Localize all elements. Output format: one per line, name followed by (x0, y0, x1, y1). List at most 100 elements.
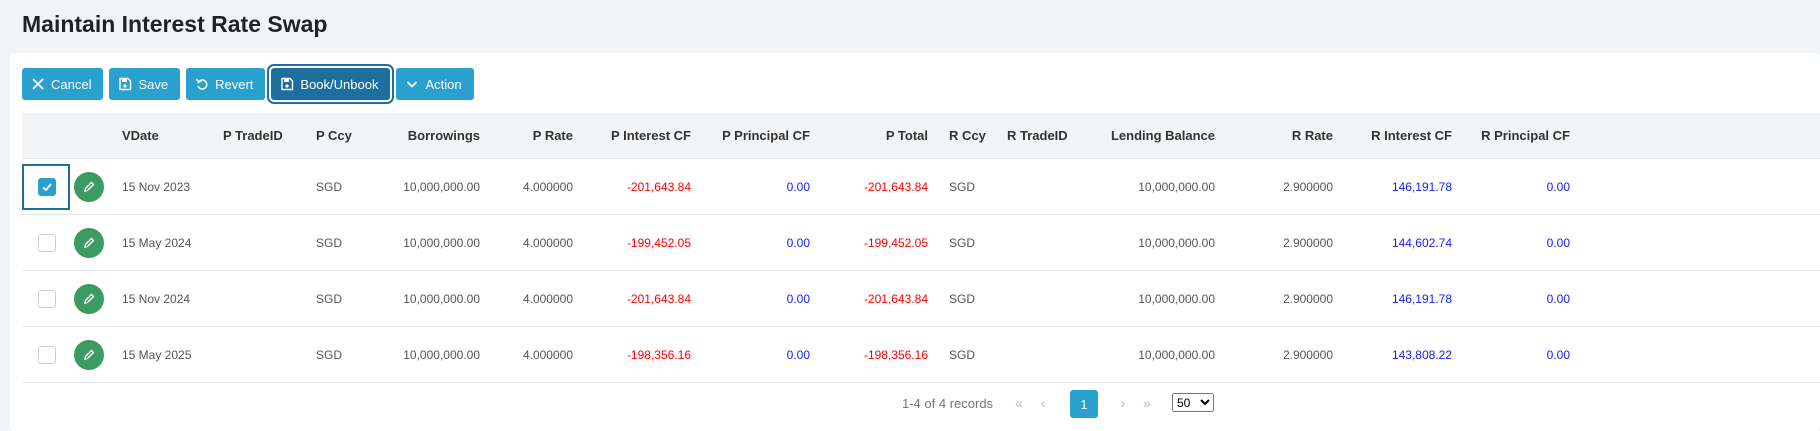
col-r-tradeid[interactable]: R TradeID (1007, 128, 1068, 143)
prev-page-button[interactable]: ‹ (1040, 395, 1046, 411)
cell-p-total: -201,643.84 (863, 291, 928, 306)
col-p-rate[interactable]: P Rate (532, 128, 573, 143)
next-page-button[interactable]: › (1120, 395, 1126, 411)
cell-r-principal: 0.00 (1546, 347, 1570, 362)
col-p-ccy[interactable]: P Ccy (316, 128, 352, 143)
row-checkbox-wrap (24, 334, 68, 376)
first-page-button[interactable]: « (1015, 395, 1023, 411)
cell-lending: 10,000,000.00 (1138, 179, 1215, 194)
cell-r-principal: 0.00 (1546, 179, 1570, 194)
book-unbook-label: Book/Unbook (300, 76, 379, 92)
cell-p-principal: 0.00 (786, 291, 810, 306)
row-checkbox-wrap (24, 222, 68, 264)
cell-lending: 10,000,000.00 (1138, 347, 1215, 362)
cell-p-interest: -201,643.84 (626, 179, 691, 194)
pencil-icon (84, 181, 95, 192)
col-r-principal[interactable]: R Principal CF (1481, 128, 1570, 143)
cell-p-ccy: SGD (316, 291, 343, 306)
row-checkbox[interactable] (38, 178, 56, 196)
table-row[interactable]: 15 May 2025 SGD 10,000,000.00 4.000000 -198,… (22, 327, 1820, 383)
swap-card: Cancel Save Revert Book/Unbook Action VD… (10, 53, 1820, 431)
cell-p-interest: -198,356.16 (626, 347, 691, 362)
cell-r-interest: 146,191.78 (1391, 179, 1452, 194)
page-size-select[interactable]: 50 (1172, 393, 1214, 412)
row-checkbox-wrap (24, 278, 68, 320)
save-button[interactable]: Save (109, 68, 181, 100)
col-r-ccy[interactable]: R Ccy (949, 128, 986, 143)
cell-p-total: -198,356.16 (863, 347, 928, 362)
row-checkbox[interactable] (38, 346, 56, 364)
cell-p-rate: 4.000000 (522, 179, 573, 194)
col-r-interest[interactable]: R Interest CF (1371, 128, 1452, 143)
col-p-tradeid[interactable]: P TradeID (223, 128, 283, 143)
row-checkbox[interactable] (38, 234, 56, 252)
cell-lending: 10,000,000.00 (1138, 291, 1215, 306)
col-borrowings[interactable]: Borrowings (407, 128, 480, 143)
edit-cell (74, 271, 104, 326)
col-r-rate[interactable]: R Rate (1291, 128, 1333, 143)
close-icon (32, 78, 44, 90)
row-checkbox-wrap (22, 164, 70, 210)
cell-borrowings: 10,000,000.00 (403, 179, 480, 194)
cell-r-interest: 143,808.22 (1391, 347, 1452, 362)
cell-p-interest: -199,452.05 (626, 235, 691, 250)
action-label: Action (425, 76, 462, 92)
cell-r-rate: 2.900000 (1282, 235, 1333, 250)
cell-borrowings: 10,000,000.00 (403, 291, 480, 306)
cell-p-ccy: SGD (316, 235, 343, 250)
col-p-principal[interactable]: P Principal CF (722, 128, 810, 143)
table-row[interactable]: 15 May 2024 SGD 10,000,000.00 4.000000 -199,… (22, 215, 1820, 271)
pagination: 1-4 of 4 records « ‹ 1 › » 50 (10, 387, 1808, 418)
cell-r-ccy: SGD (949, 235, 976, 250)
grid-header: VDate P TradeID P Ccy Borrowings P Rate … (22, 113, 1820, 159)
row-checkbox[interactable] (38, 290, 56, 308)
swap-grid: VDate P TradeID P Ccy Borrowings P Rate … (22, 113, 1820, 383)
cell-p-rate: 4.000000 (522, 347, 573, 362)
action-button[interactable]: Action (396, 68, 474, 100)
cell-vdate: 15 May 2025 (122, 347, 192, 362)
pencil-icon (84, 349, 95, 360)
table-row[interactable]: 15 Nov 2023 SGD 10,000,000.00 4.000000 -201,… (22, 159, 1820, 215)
cell-vdate: 15 May 2024 (122, 235, 192, 250)
cell-vdate: 15 Nov 2024 (122, 291, 191, 306)
cell-p-total: -201,643.84 (863, 179, 928, 194)
pencil-icon (84, 237, 95, 248)
col-lending-balance[interactable]: Lending Balance (1110, 128, 1215, 143)
edit-row-button[interactable] (74, 283, 104, 314)
cell-r-principal: 0.00 (1546, 235, 1570, 250)
edit-row-button[interactable] (74, 171, 104, 202)
save-label: Save (138, 76, 169, 92)
cell-r-interest: 144,602.74 (1391, 235, 1452, 250)
book-unbook-button[interactable]: Book/Unbook (267, 64, 395, 104)
revert-icon (195, 78, 208, 90)
check-icon (42, 183, 52, 192)
cell-r-ccy: SGD (949, 347, 976, 362)
last-page-button[interactable]: » (1143, 395, 1151, 411)
pencil-icon (84, 293, 95, 304)
book-icon (281, 77, 294, 91)
edit-row-button[interactable] (74, 339, 104, 370)
cell-p-ccy: SGD (316, 347, 343, 362)
cancel-button[interactable]: Cancel (22, 68, 104, 100)
cell-r-rate: 2.900000 (1282, 347, 1333, 362)
edit-row-button[interactable] (74, 227, 104, 258)
cell-p-interest: -201,643.84 (626, 291, 691, 306)
record-count: 1-4 of 4 records (902, 396, 994, 411)
table-row[interactable]: 15 Nov 2024 SGD 10,000,000.00 4.000000 -201,… (22, 271, 1820, 327)
cell-lending: 10,000,000.00 (1138, 235, 1215, 250)
cell-vdate: 15 Nov 2023 (122, 179, 191, 194)
revert-button[interactable]: Revert (186, 68, 266, 100)
edit-cell (74, 159, 104, 214)
cell-r-rate: 2.900000 (1282, 291, 1333, 306)
cell-p-rate: 4.000000 (522, 291, 573, 306)
col-p-interest[interactable]: P Interest CF (611, 128, 691, 143)
cell-p-principal: 0.00 (786, 235, 810, 250)
cell-p-principal: 0.00 (786, 347, 810, 362)
col-p-total[interactable]: P Total (885, 128, 928, 143)
cell-p-total: -199,452.05 (863, 235, 928, 250)
col-vdate[interactable]: VDate (122, 128, 159, 143)
cell-p-ccy: SGD (316, 179, 343, 194)
page-1-button[interactable]: 1 (1070, 390, 1098, 418)
cell-r-ccy: SGD (949, 291, 976, 306)
cell-borrowings: 10,000,000.00 (403, 347, 480, 362)
